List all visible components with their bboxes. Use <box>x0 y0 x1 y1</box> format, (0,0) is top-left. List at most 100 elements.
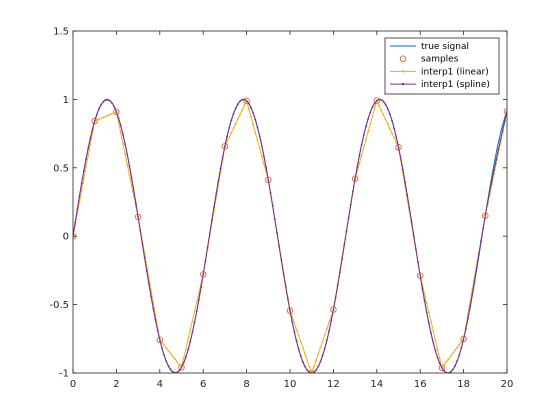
series-point <box>247 102 250 105</box>
series-point <box>254 118 257 121</box>
series-point <box>145 270 148 272</box>
series-point <box>317 365 320 368</box>
series-point <box>347 216 350 219</box>
series-point <box>430 332 432 335</box>
series-point <box>484 214 487 217</box>
x-tick-label: 20 <box>501 379 514 390</box>
series-point <box>232 127 235 130</box>
series-point <box>297 348 300 350</box>
series-point <box>104 99 107 102</box>
series-point <box>501 129 504 132</box>
series-point <box>427 322 430 324</box>
series-point <box>488 191 491 193</box>
series-point <box>421 287 424 290</box>
series-point <box>328 329 330 332</box>
sample-marker <box>373 97 380 104</box>
series-point <box>156 329 159 332</box>
series-point <box>82 177 85 180</box>
series-point <box>124 143 126 145</box>
series-point <box>228 136 231 139</box>
series-point <box>150 295 153 298</box>
series-point <box>419 274 422 277</box>
series-point <box>319 346 322 349</box>
series-point <box>243 104 246 107</box>
y-tick-label: 1 <box>63 95 69 106</box>
series-point <box>373 102 376 105</box>
series-point <box>299 340 302 343</box>
series-point <box>432 329 435 332</box>
series-point <box>295 328 298 331</box>
series-point <box>167 365 170 367</box>
series-point <box>503 119 506 122</box>
series-point <box>187 348 189 351</box>
series-point <box>312 371 315 373</box>
series-point <box>449 355 452 358</box>
series-point <box>182 357 185 359</box>
series-point <box>482 227 485 230</box>
series-point <box>122 133 124 136</box>
series-point <box>378 104 380 107</box>
series-point <box>163 354 166 357</box>
series-point <box>117 121 120 124</box>
series-point <box>438 362 441 365</box>
series-point <box>345 230 348 233</box>
series-point <box>282 272 285 275</box>
x-tick-label: 12 <box>327 379 340 390</box>
series-point <box>354 177 356 180</box>
series-point <box>412 234 415 237</box>
series-point <box>237 103 239 106</box>
series-point <box>226 135 228 138</box>
series-point <box>217 179 220 182</box>
series-point <box>230 131 233 134</box>
series-point <box>458 354 461 356</box>
series-point <box>362 134 365 137</box>
series-point <box>289 309 291 312</box>
series-point <box>191 331 194 334</box>
series-point <box>130 184 133 187</box>
series-point <box>278 245 281 248</box>
series-point <box>226 140 228 143</box>
series-point <box>380 109 383 111</box>
series-point <box>80 182 83 185</box>
series-point <box>89 137 92 140</box>
series-point <box>332 308 335 311</box>
series-point <box>477 253 480 256</box>
series-point <box>302 361 304 363</box>
series-point <box>106 114 109 117</box>
series-point <box>336 284 339 287</box>
series-point <box>263 163 265 165</box>
series-point <box>89 143 92 146</box>
series-point <box>130 177 133 179</box>
series-point <box>241 109 244 111</box>
series-point <box>256 139 259 142</box>
series-point <box>369 123 372 125</box>
series-point <box>113 111 116 114</box>
series-point <box>280 259 283 261</box>
series-point <box>423 293 426 295</box>
series-point <box>204 260 207 263</box>
series-point <box>384 103 387 106</box>
series-point <box>171 370 174 373</box>
series-point <box>382 100 385 103</box>
sample-marker <box>243 97 250 105</box>
series-point <box>473 280 476 283</box>
series-point <box>427 311 430 314</box>
series-point <box>206 246 209 249</box>
series-point <box>187 338 189 341</box>
series-point <box>200 286 202 289</box>
y-tick-label: 0 <box>63 232 69 243</box>
series-point <box>365 125 367 128</box>
series-point <box>438 357 441 360</box>
series-point <box>323 347 326 350</box>
series-point <box>267 178 270 181</box>
series-point <box>152 307 155 310</box>
series-point <box>106 98 109 101</box>
series-point <box>410 220 413 223</box>
series-point <box>375 99 378 102</box>
series-point <box>321 340 324 343</box>
series-point <box>98 118 100 121</box>
series-point <box>230 119 233 122</box>
sample-marker <box>178 364 185 371</box>
series-point <box>414 248 417 250</box>
